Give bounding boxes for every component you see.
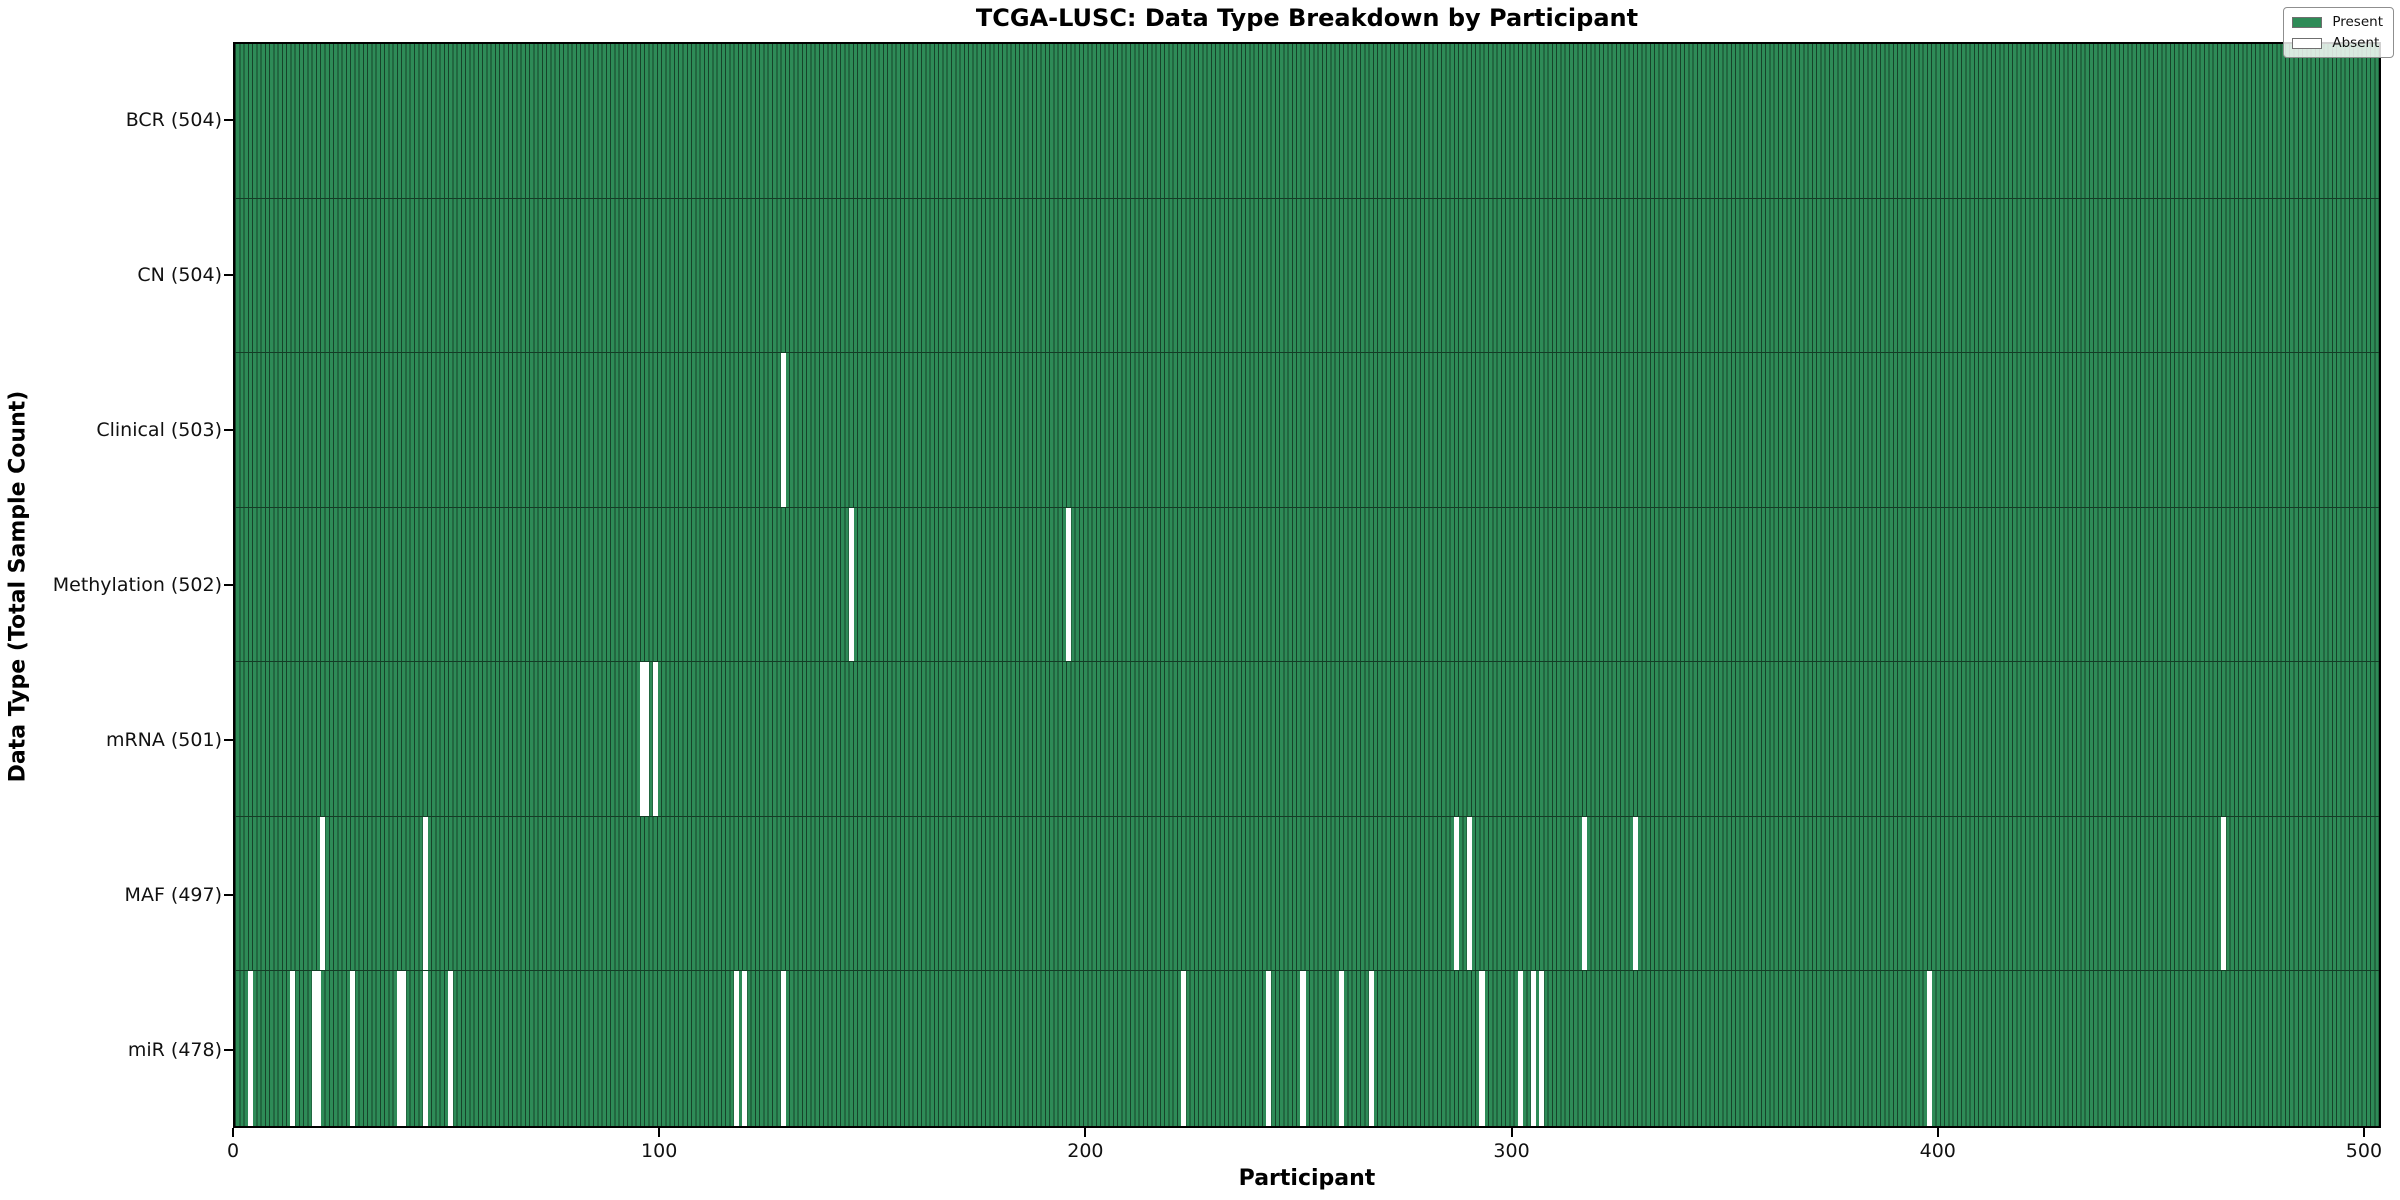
absent-gap [780,971,786,1126]
y-tick [224,739,233,742]
absent-gap [1479,971,1485,1126]
row-MAF [235,816,2379,972]
absent-gap [315,971,322,1126]
absent-gap [1466,816,1472,971]
y-tick [224,273,233,276]
absent-gap [448,971,454,1126]
y-tick-label: CN (504) [137,263,222,286]
absent-gap [1266,971,1272,1126]
absent-gap [848,507,854,662]
x-tick [1936,1128,1939,1137]
absent-gap [1066,507,1072,662]
legend-label-present: Present [2332,14,2383,30]
row-Clinical [235,353,2379,508]
x-axis-label: Participant [1238,1166,1376,1191]
absent-gap [401,971,407,1126]
y-tick-label: BCR (504) [125,108,222,131]
x-tick-label: 0 [226,1140,240,1162]
legend-entry-present: Present [2292,14,2383,30]
absent-gap [639,662,645,816]
legend: Present Absent [2283,7,2394,58]
y-tick [224,428,233,431]
absent-swatch-icon [2292,37,2323,49]
row-Methylation [235,507,2379,663]
x-tick [658,1128,661,1137]
x-tick [2362,1128,2365,1137]
x-tick-label: 300 [1493,1140,1530,1162]
absent-gap [350,971,356,1126]
absent-gap [2221,816,2227,971]
absent-gap [780,353,786,507]
x-tick [1510,1128,1513,1137]
absent-gap [733,971,739,1126]
absent-gap [1453,816,1459,971]
absent-gap [644,662,650,816]
plot-area [233,42,2381,1128]
absent-gap [1926,971,1933,1126]
absent-gap [652,662,658,816]
y-tick-label: mRNA (501) [105,729,222,752]
row-mRNA [235,662,2379,817]
row-BCR [235,44,2379,199]
absent-gap [1530,971,1536,1126]
absent-gap [742,971,748,1126]
absent-gap [1517,971,1523,1126]
absent-gap [311,971,317,1126]
y-tick-label: MAF (497) [124,884,222,907]
legend-label-absent: Absent [2332,35,2380,51]
x-tick [1084,1128,1087,1137]
y-tick [224,1049,233,1052]
y-tick [224,894,233,897]
absent-gap [290,971,296,1126]
absent-gap [422,971,428,1126]
row-miR [235,971,2379,1126]
absent-gap [1539,971,1545,1126]
absent-gap [1581,816,1587,971]
x-tick-label: 500 [2345,1140,2383,1162]
absent-gap [422,816,428,971]
row-CN [235,198,2379,354]
absent-gap [1632,816,1638,971]
absent-gap [1181,971,1187,1126]
x-tick-label: 100 [641,1140,678,1162]
x-tick [232,1128,234,1137]
present-swatch-icon [2292,16,2323,28]
absent-gap [1338,971,1344,1126]
x-tick-label: 200 [1067,1140,1104,1162]
y-tick [224,118,233,121]
absent-gap [396,971,402,1126]
y-tick [224,584,233,586]
absent-gap [1368,971,1374,1126]
absent-gap [320,816,326,971]
x-tick-label: 400 [1919,1140,1956,1162]
absent-gap [1300,971,1306,1126]
legend-entry-absent: Absent [2292,35,2383,51]
y-tick-label: Methylation (502) [52,574,222,596]
y-tick-label: miR (478) [127,1039,222,1062]
y-tick-label: Clinical (503) [96,418,222,441]
chart-title: TCGA-LUSC: Data Type Breakdown by Partic… [975,4,1639,32]
absent-gap [247,971,253,1126]
